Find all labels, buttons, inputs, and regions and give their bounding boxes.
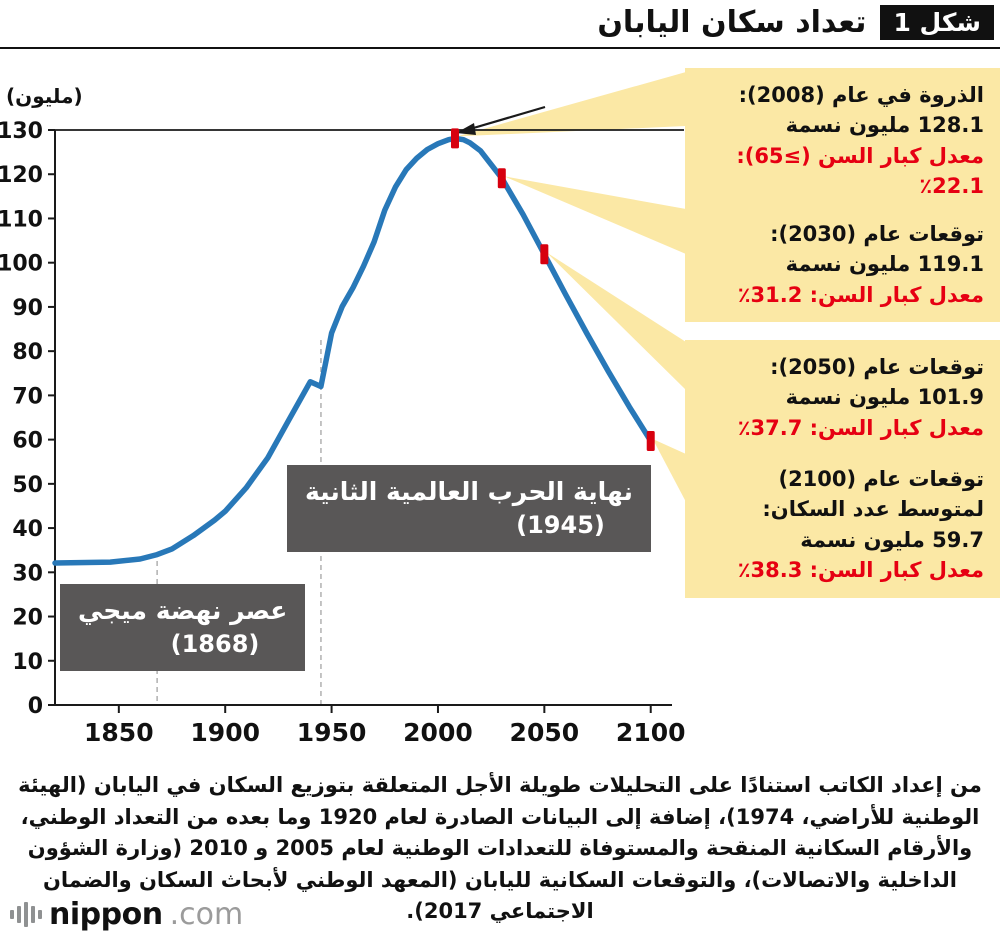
nippon-logo-link[interactable]: nippon .com <box>10 897 243 932</box>
svg-text:20: 20 <box>12 606 43 631</box>
annotation-meiji-text: عصر نهضة ميجي <box>78 596 288 625</box>
callout-peak-2008: الذروة في عام (2008): 128.1 مليون نسمة م… <box>685 68 1000 214</box>
nippon-logo-waveform-icon <box>10 900 42 930</box>
svg-text:60: 60 <box>12 429 43 454</box>
y-axis-unit-label: (مليون) <box>6 84 83 108</box>
callout-aging-rate: معدل كبار السن: 38.3٪ <box>737 558 984 583</box>
svg-text:110: 110 <box>0 207 43 232</box>
callout-forecast-2050: توقعات عام (2050): 101.9 مليون نسمة معدل… <box>685 340 1000 456</box>
svg-text:1950: 1950 <box>297 718 367 747</box>
svg-text:40: 40 <box>12 517 43 542</box>
svg-text:2050: 2050 <box>510 718 580 747</box>
annotation-wwii-1945: نهاية الحرب العالمية الثانية (1945) <box>287 465 651 552</box>
annotation-meiji-1868: عصر نهضة ميجي (1868) <box>60 584 306 671</box>
svg-text:70: 70 <box>12 384 43 409</box>
source-note: من إعداد الكاتب استنادًا على التحليلات ط… <box>18 773 982 923</box>
svg-text:10: 10 <box>12 650 43 675</box>
callout-aging-rate: معدل كبار السن (≥65): 22.1٪ <box>736 143 984 199</box>
figure-number-badge: شكل 1 <box>880 5 994 41</box>
svg-text:100: 100 <box>0 252 43 277</box>
svg-text:0: 0 <box>28 694 43 719</box>
svg-text:90: 90 <box>12 296 43 321</box>
annotation-wwii-year: (1945) <box>516 511 605 539</box>
callout-aging-rate: معدل كبار السن: 37.7٪ <box>737 415 984 440</box>
svg-text:2100: 2100 <box>616 718 686 747</box>
svg-text:1900: 1900 <box>190 718 260 747</box>
callout-title: توقعات عام (2050): <box>770 355 984 379</box>
svg-text:2000: 2000 <box>403 718 473 747</box>
callout-forecast-2100: توقعات عام (2100) لمتوسط عدد السكان: 59.… <box>685 452 1000 598</box>
callout-aging-rate: معدل كبار السن: 31.2٪ <box>737 282 984 307</box>
nippon-logo-name: nippon <box>49 897 163 932</box>
svg-text:130: 130 <box>0 119 43 144</box>
annotation-wwii-text: نهاية الحرب العالمية الثانية <box>305 477 633 506</box>
callout-value: 119.1 مليون نسمة <box>785 252 984 277</box>
callout-title: توقعات عام (2100) لمتوسط عدد السكان: <box>762 467 984 522</box>
figure-header: شكل 1 تعداد سكان اليابان <box>0 0 1000 49</box>
callout-title: الذروة في عام (2008): <box>738 83 984 107</box>
svg-text:120: 120 <box>0 163 43 188</box>
callout-value: 101.9 مليون نسمة <box>785 385 984 410</box>
callout-forecast-2030: توقعات عام (2030): 119.1 مليون نسمة معدل… <box>685 207 1000 323</box>
svg-text:30: 30 <box>12 561 43 586</box>
annotation-meiji-year: (1868) <box>170 630 260 658</box>
figure-title: تعداد سكان اليابان <box>597 5 867 41</box>
svg-text:1850: 1850 <box>84 718 154 747</box>
svg-text:50: 50 <box>12 473 43 498</box>
callout-value: 59.7 مليون نسمة <box>800 527 984 552</box>
callout-value: 128.1 مليون نسمة <box>785 113 984 138</box>
callout-title: توقعات عام (2030): <box>770 222 984 246</box>
figure-header-inner: شكل 1 تعداد سكان اليابان <box>0 0 1000 41</box>
svg-text:80: 80 <box>12 340 43 365</box>
nippon-logo-domain: .com <box>169 897 244 932</box>
